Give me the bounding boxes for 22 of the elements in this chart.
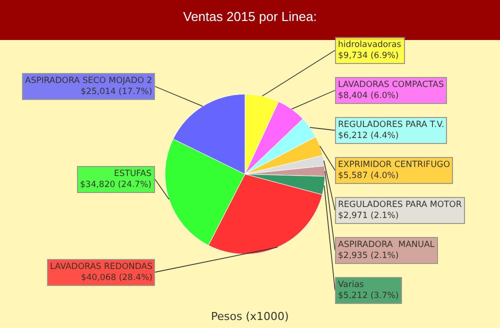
slice-label: LAVADORAS COMPACTAS (338, 80, 444, 90)
data-label: $8,404 (6.0%) (338, 91, 399, 102)
text: Pesos (x1000) (211, 310, 289, 323)
slice-label: Varias (338, 280, 364, 290)
data-label: $25,014 (17.7%) (80, 87, 152, 98)
data-label: $34,820 (24.7%) (80, 180, 152, 190)
slice-label: REGULADORES PARA T.V. (338, 120, 444, 130)
data-label: $40,068 (28.4%) (80, 273, 152, 284)
slice-label: ASPIRADORA MANUAL (338, 240, 435, 250)
chart-title: Ventas 2015 por Linea: (183, 9, 317, 24)
slice-label: REGULADORES PARA MOTOR (338, 200, 462, 210)
data-label: $2,971 (2.1%) (338, 211, 399, 222)
data-label: $9,734 (6.9%) (338, 51, 399, 62)
slice-label: ESTUFAS (114, 169, 152, 179)
data-label: $5,212 (3.7%) (338, 291, 399, 302)
slice-label: EXPRIMIDOR CENTRIFUGO (338, 160, 450, 170)
slice-label: hidrolavadoras (338, 40, 402, 50)
slice-label: LAVADORAS REDONDAS (50, 262, 152, 272)
data-label: $6,212 (4.4%) (338, 131, 399, 142)
data-label: $2,935 (2.1%) (338, 251, 399, 262)
slice-label: ASPIRADORA SECO MOJADO 2 (25, 76, 152, 86)
data-label: $5,587 (4.0%) (338, 171, 399, 182)
